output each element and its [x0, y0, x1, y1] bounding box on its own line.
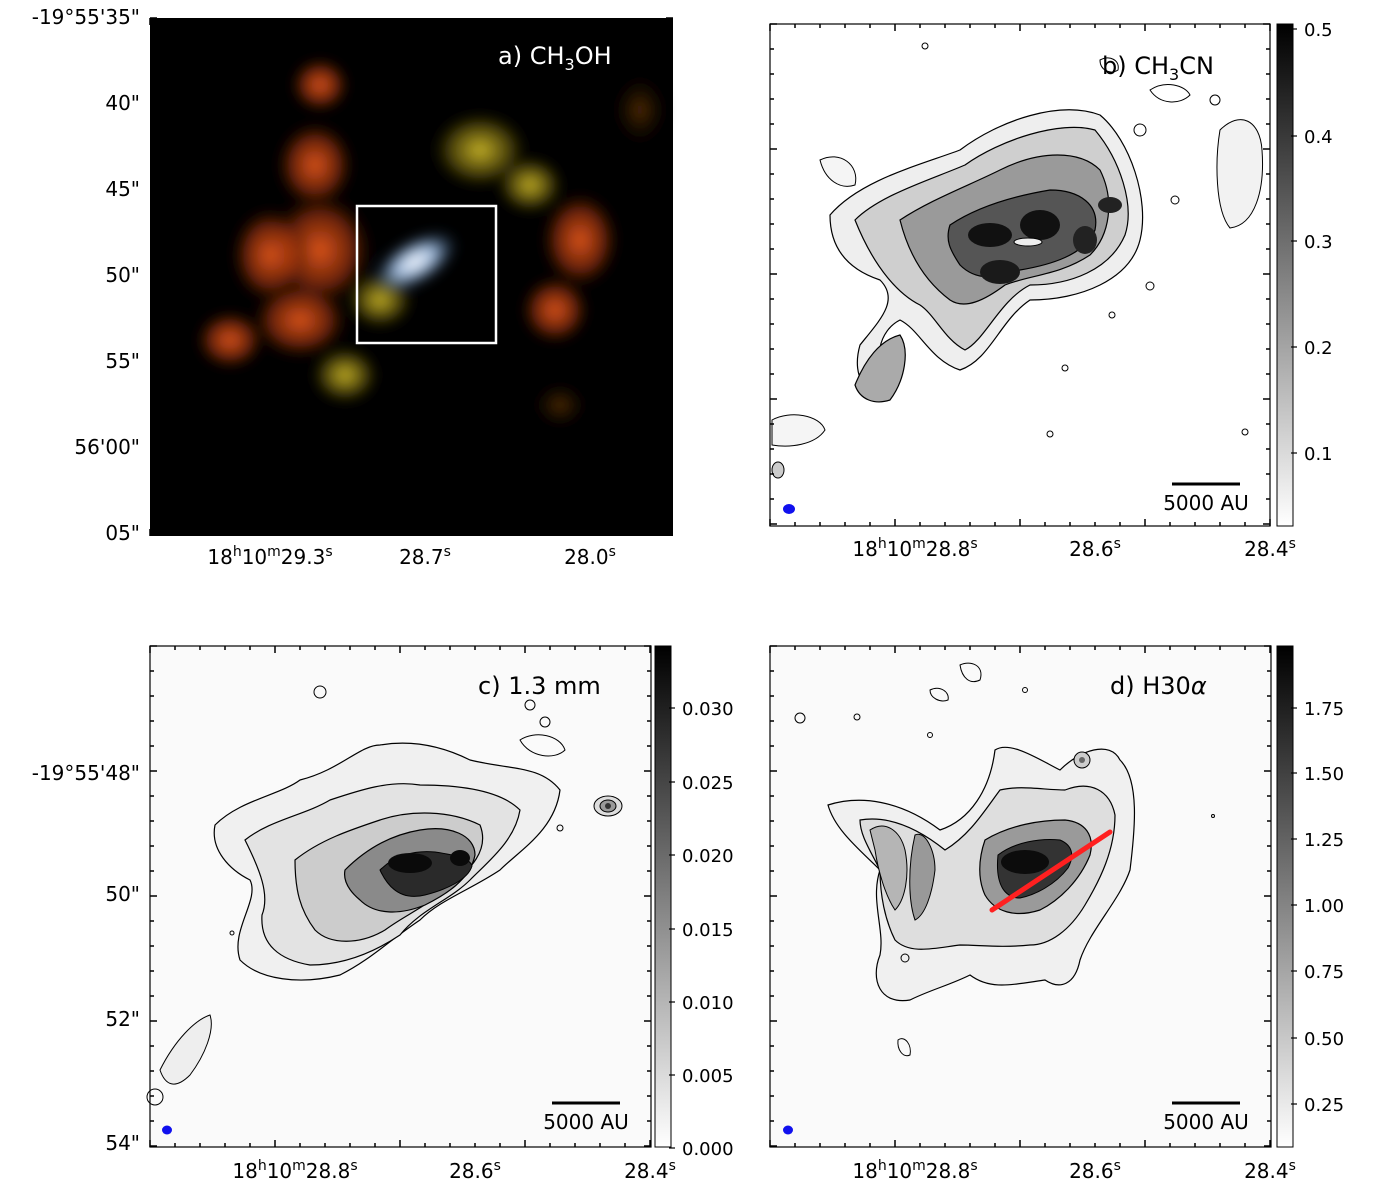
panel-c-colorbar: [654, 645, 672, 1148]
y-tick-label: -19°55'35": [32, 5, 140, 29]
panel-b: b) CH3CN 5000 AU 0.5 0.4 0.3 0.2 0.1 18h10m2…: [769, 20, 1333, 561]
x-tick-label: 18h10m28.8s: [852, 1158, 977, 1181]
panel-c: c) 1.3 mm 5000 AU -19°55'48" 50" 52" 54" 0.…: [32, 645, 734, 1181]
panel-d-beam: [783, 1125, 793, 1135]
x-tick-label: 28.4s: [1244, 536, 1296, 561]
colorbar-tick-label: 0.50: [1304, 1029, 1344, 1050]
colorbar-tick-label: 1.00: [1304, 896, 1344, 917]
panel-a-ticks: [149, 17, 673, 536]
panel-b-colorbar: [1276, 23, 1294, 527]
colorbar-tick-label: 0.005: [682, 1066, 734, 1087]
panel-a-emission: [195, 57, 670, 430]
colorbar-tick-label: 0.75: [1304, 962, 1344, 983]
colorbar-tick-label: 0.020: [682, 846, 734, 867]
x-tick-label: 28.6s: [1069, 536, 1121, 561]
panel-d-ticks: [769, 645, 1271, 1147]
panel-b-grayscale: [771, 42, 1263, 479]
y-tick-label: 56'00": [74, 435, 140, 459]
panel-c-x-tick-labels: 18h10m28.8s 28.6s 28.4s: [232, 1158, 676, 1181]
panel-d-cut-line: [989, 829, 1113, 913]
panel-d-colorbar: [1276, 645, 1294, 1148]
colorbar-tick-label: 0.4: [1304, 127, 1333, 148]
colorbar-tick-label: 1.50: [1304, 764, 1344, 785]
colorbar-tick-label: 1.25: [1304, 830, 1344, 851]
x-tick-label: 18h10m28.8s: [852, 536, 977, 561]
panel-d-x-tick-labels: 18h10m28.8s 28.6s 28.4s: [852, 1158, 1296, 1181]
colorbar-tick-label: 1.75: [1304, 699, 1344, 720]
panel-d-colorbar-labels: 1.75 1.50 1.25 1.00 0.75 0.50 0.25: [1291, 699, 1344, 1116]
zoom-box: [355, 204, 498, 345]
x-tick-label: 28.4s: [1244, 1158, 1296, 1181]
panel-b-x-tick-labels: 18h10m28.8s 28.6s 28.4s: [852, 536, 1296, 561]
colorbar-tick-label: 0.025: [682, 773, 734, 794]
y-tick-label: 50": [105, 263, 140, 287]
panel-d-title: d) H30α: [1110, 672, 1207, 700]
colorbar-tick-label: 0.5: [1304, 20, 1333, 41]
panel-a: a) CH3OH -19°55'35" 40" 45" 50" 55" 56'00" 05"…: [32, 5, 673, 569]
y-tick-label: 52": [105, 1007, 140, 1031]
panel-d: d) H30α 5000 AU 1.75 1.50 1.25 1.00 0.75 0.50…: [769, 645, 1344, 1181]
y-tick-label: -19°55'48": [32, 761, 140, 785]
y-tick-label: 05": [105, 521, 140, 545]
panel-c-scale-label: 5000 AU: [543, 1110, 629, 1134]
x-tick-label: 28.4s: [624, 1158, 676, 1181]
panel-b-beam: [783, 504, 795, 514]
panel-a-x-tick-labels: 18h10m29.3s 28.7s 28.0s: [207, 544, 616, 569]
colorbar-tick-label: 0.010: [682, 993, 734, 1014]
x-tick-label: 28.7s: [399, 544, 451, 569]
y-tick-label: 54": [105, 1131, 140, 1155]
y-tick-label: 50": [105, 882, 140, 906]
y-tick-label: 45": [105, 177, 140, 201]
panel-c-title: c) 1.3 mm: [478, 672, 601, 700]
panel-b-title: b) CH3CN: [1102, 52, 1214, 84]
colorbar-tick-label: 0.25: [1304, 1095, 1344, 1116]
panel-b-scale-label: 5000 AU: [1163, 491, 1249, 515]
panel-c-colorbar-labels: 0.030 0.025 0.020 0.015 0.010 0.005 0.000: [669, 699, 734, 1160]
x-tick-label: 18h10m28.8s: [232, 1158, 357, 1181]
colorbar-tick-label: 0.000: [682, 1139, 734, 1160]
y-tick-label: 55": [105, 349, 140, 373]
panel-a-title: a) CH3OH: [498, 42, 612, 74]
panel-c-grayscale: [146, 685, 623, 1106]
panel-c-y-tick-labels: -19°55'48" 50" 52" 54": [32, 761, 140, 1155]
panel-d-scale-label: 5000 AU: [1163, 1110, 1249, 1134]
y-tick-label: 40": [105, 91, 140, 115]
panel-c-beam: [162, 1125, 172, 1135]
panel-d-grayscale: [794, 662, 1215, 1057]
panel-a-y-tick-labels: -19°55'35" 40" 45" 50" 55" 56'00" 05": [32, 5, 140, 545]
x-tick-label: 18h10m29.3s: [207, 544, 332, 569]
colorbar-tick-label: 0.3: [1304, 232, 1333, 253]
x-tick-label: 28.0s: [564, 544, 616, 569]
colorbar-tick-label: 0.015: [682, 920, 734, 941]
panel-b-colorbar-labels: 0.5 0.4 0.3 0.2 0.1: [1291, 20, 1333, 465]
colorbar-tick-label: 0.2: [1304, 338, 1333, 359]
colorbar-tick-label: 0.1: [1304, 444, 1333, 465]
x-tick-label: 28.6s: [1069, 1158, 1121, 1181]
x-tick-label: 28.6s: [449, 1158, 501, 1181]
colorbar-tick-label: 0.030: [682, 699, 734, 720]
panel-c-ticks: [149, 645, 651, 1147]
panel-b-ticks: [769, 23, 1271, 526]
